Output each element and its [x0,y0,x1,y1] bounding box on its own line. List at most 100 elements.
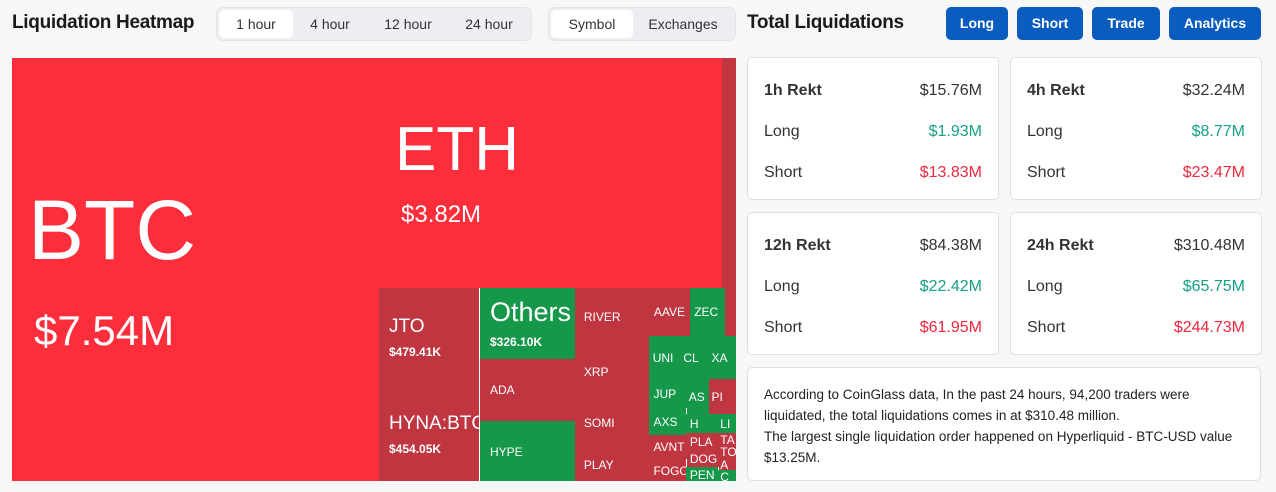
short-value: $13.83M [919,164,982,181]
tile-label: SOMI [583,415,615,430]
tile-label: A [720,458,729,471]
tab-12-hour[interactable]: 12 hour [384,16,432,32]
rekt-total: $32.24M [1182,82,1245,99]
treemap-tile-pi[interactable]: PI [709,379,731,415]
treemap-tile-li[interactable]: LI [718,414,736,434]
treemap-tile-jto[interactable]: JTO $479.41K [379,288,480,388]
treemap-tile-as[interactable]: AS [686,379,710,415]
tab-1-hour[interactable]: 1 hour [219,10,293,38]
treemap-tile-hype[interactable]: HYPE [480,421,576,481]
treemap-tile-unlabeled[interactable] [725,288,736,337]
treemap-tile-others[interactable]: Others $326.10K [480,288,576,360]
treemap-tile-fogo[interactable]: FOGO [649,459,687,481]
short-label: Short [1027,319,1066,336]
treemap-tile-eth[interactable]: ETH $3.82M [379,58,723,289]
treemap-tile-jup[interactable]: JUP [649,379,687,409]
tile-label: AVNT [653,440,685,454]
treemap-tile-xa[interactable]: XA [708,336,736,380]
tile-label: FOGO [653,463,687,478]
treemap-tile-pla[interactable]: PLA [686,433,719,452]
treemap-tile-aave[interactable]: AAVE [649,288,691,337]
view-tabs: Symbol Exchanges [548,7,736,41]
tab-24-hour[interactable]: 24 hour [465,16,513,32]
treemap-tile-h[interactable]: H [686,414,719,434]
rekt-card-12h: 12h Rekt $84.38M Long $22.42M Short $61.95M [747,212,999,355]
rekt-long-row: Long $8.77M [1027,123,1245,141]
long-button[interactable]: Long [946,7,1008,40]
tile-label: DOG [689,452,718,466]
rekt-long-row: Long $22.42M [764,278,982,296]
tile-label: TA [720,433,735,446]
rekt-total: $15.76M [919,82,982,99]
tile-label: TO [720,445,736,459]
rekt-short-row: Short $61.95M [764,319,982,337]
treemap-tile-btc[interactable]: BTC $7.54M [12,58,380,481]
treemap-tile-pen[interactable]: PEN [686,467,719,481]
totals-title: Total Liquidations [747,12,904,33]
treemap-tile-ada[interactable]: ADA [480,359,576,422]
short-value: $23.47M [1182,164,1245,181]
tile-value: $326.10K [490,335,543,350]
liquidation-treemap: BTC $7.54M ETH $3.82M JTO $479.41K HYNA:BTC $45… [12,58,736,481]
tile-label: ZEC [694,305,719,319]
rekt-card-24h: 24h Rekt $310.48M Long $65.75M Short $244.7… [1010,212,1262,355]
rekt-long-row: Long $1.93M [764,123,982,141]
tab-exchanges[interactable]: Exchanges [648,16,718,32]
treemap-tile-somi[interactable]: SOMI [575,398,650,448]
tile-label: AS [688,389,705,404]
rekt-card-1h: 1h Rekt $15.76M Long $1.93M Short $13.83M [747,57,999,200]
treemap-tile-axs[interactable]: AXS [649,408,687,436]
treemap-tile-dog[interactable]: DOG [686,451,719,468]
tile-label: XRP [583,365,609,379]
treemap-tile-to[interactable]: TO [718,445,736,459]
tile-label: UNI [652,350,674,365]
tile-label: H [689,416,699,431]
tile-label: RIVER [583,310,621,324]
treemap-tile-play[interactable]: PLAY [575,447,650,481]
treemap-tile-avnt[interactable]: AVNT [649,435,687,460]
rekt-short-row: Short $23.47M [1027,164,1245,182]
rekt-total-row: 24h Rekt $310.48M [1027,237,1245,255]
tile-label: Others [490,296,572,327]
rekt-title: 4h Rekt [1027,82,1085,99]
long-label: Long [1027,278,1063,295]
summary-box: According to CoinGlass data, In the past… [747,367,1261,481]
treemap-tile-hyna-btc[interactable]: HYNA:BTC $454.05K [379,387,480,481]
analytics-button[interactable]: Analytics [1169,7,1261,40]
tile-label: JUP [653,386,677,401]
treemap-tile-xrp[interactable]: XRP [575,346,650,399]
trade-button[interactable]: Trade [1092,7,1160,40]
long-label: Long [764,278,800,295]
tile-label: AXS [653,414,678,429]
tile-value: $7.54M [34,306,175,354]
rekt-short-row: Short $244.73M [1027,319,1245,337]
rekt-total-row: 12h Rekt $84.38M [764,237,982,255]
rekt-title: 12h Rekt [764,237,831,254]
treemap-tile-unlabeled[interactable] [722,58,736,289]
long-value: $65.75M [1182,278,1245,295]
tile-label: PEN [689,467,715,481]
treemap-tile-c[interactable]: C [718,470,736,481]
tile-label: ETH [395,115,519,185]
long-label: Long [1027,123,1063,140]
tile-label: CL [683,350,699,365]
treemap-tile-uni[interactable]: UNI [649,336,681,380]
short-value: $61.95M [919,319,982,336]
short-button[interactable]: Short [1017,7,1083,40]
treemap-tile-unlabeled[interactable] [730,379,736,415]
tile-label: XA [711,350,728,365]
tab-symbol[interactable]: Symbol [551,10,633,38]
tile-label: PLAY [583,457,614,472]
treemap-tile-river[interactable]: RIVER [575,288,650,347]
long-value: $1.93M [928,123,982,140]
tile-label: PLA [689,435,713,449]
treemap-tile-cl[interactable]: CL [680,336,709,380]
tile-label: PI [711,389,723,404]
tile-label: HYPE [490,444,523,459]
tab-4-hour[interactable]: 4 hour [310,16,350,32]
tile-label: C [720,470,729,481]
treemap-tile-zec[interactable]: ZEC [690,288,726,337]
summary-text: According to CoinGlass data, In the past… [764,387,1190,423]
rekt-total-row: 1h Rekt $15.76M [764,82,982,100]
tile-label: HYNA:BTC [389,412,480,434]
